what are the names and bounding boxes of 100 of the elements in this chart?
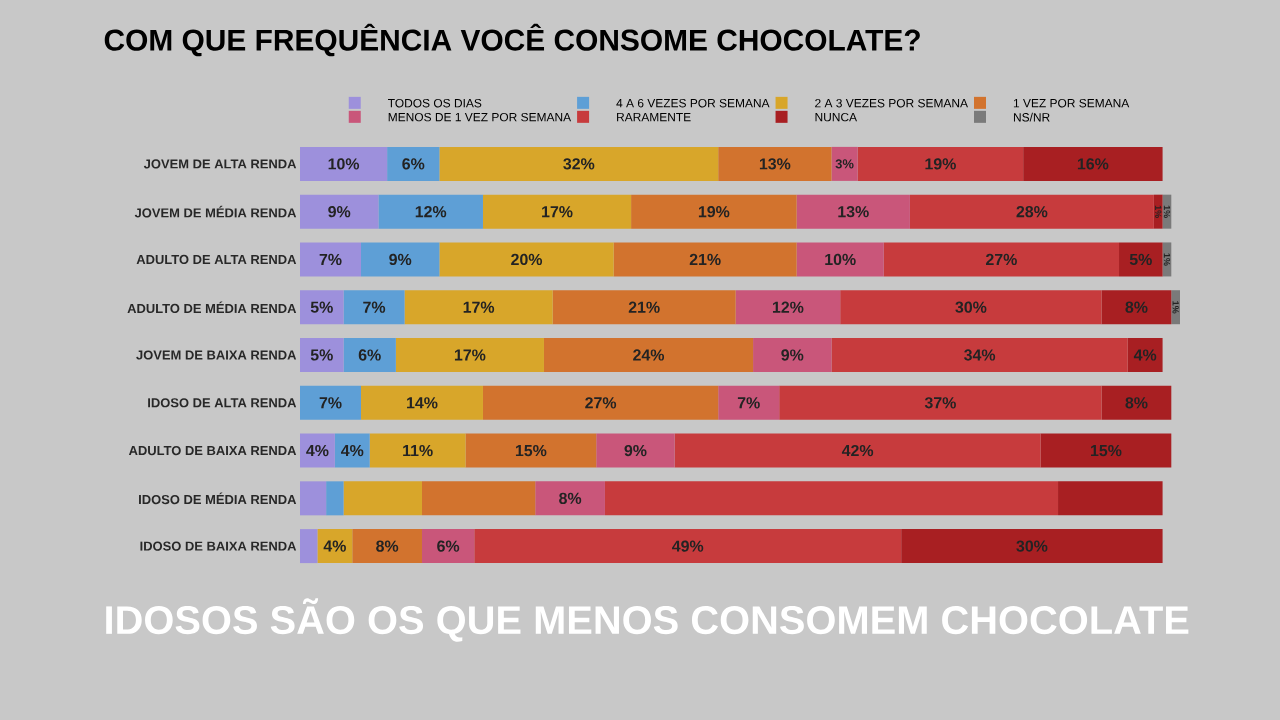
legend-label: TODOS OS DIAS: [388, 98, 482, 108]
bar: [631, 194, 797, 229]
data-label: 5%: [310, 349, 333, 361]
bar: [831, 338, 1128, 372]
bar: [857, 146, 1024, 181]
bar: [300, 385, 361, 420]
data-label: 19%: [925, 158, 956, 170]
data-label: 5%: [310, 301, 333, 313]
bar: [753, 338, 832, 372]
y-tick-label: ADULTO DE MÉDIA RENDA: [127, 301, 297, 314]
data-label: 17%: [463, 301, 495, 313]
legend-label: RARAMENTE: [617, 112, 691, 122]
bar: [378, 194, 483, 229]
bar: [718, 146, 832, 181]
data-label: 9%: [624, 444, 647, 457]
data-label: 37%: [924, 397, 956, 409]
bar: [482, 194, 632, 229]
bar: [796, 194, 910, 229]
data-label: 13%: [838, 206, 869, 218]
data-label: 19%: [698, 206, 730, 218]
bar: [300, 146, 388, 181]
bar: [352, 529, 422, 564]
chart-title: COM QUE FREQUÊNCIA VOCÊ CONSOME CHOCOLATE?: [104, 23, 920, 57]
data-label: 42%: [841, 444, 874, 457]
bar: [326, 481, 344, 516]
data-label: 4%: [306, 444, 329, 457]
bar: [1101, 290, 1172, 325]
data-label: 20%: [511, 253, 543, 266]
data-label: 24%: [633, 349, 665, 361]
bar: [796, 242, 884, 277]
data-label: 15%: [1091, 444, 1122, 457]
y-tick-label: ADULTO DE BAIXA RENDA: [128, 445, 297, 456]
data-label: 21%: [689, 253, 721, 266]
bar: [883, 242, 1120, 277]
bar: [901, 529, 1163, 564]
bar: [840, 290, 1102, 325]
data-label: 1%: [1163, 253, 1171, 266]
data-label: 12%: [415, 206, 447, 218]
data-label: 16%: [1077, 158, 1109, 170]
data-label: 34%: [964, 349, 996, 361]
bar: [735, 290, 841, 325]
bar: [300, 481, 327, 516]
bar: [1127, 338, 1163, 372]
legend-label: 4 A 6 VEZES POR SEMANA: [616, 98, 770, 108]
bar: [317, 529, 353, 564]
data-label: 6%: [437, 540, 460, 552]
y-tick-label: IDOSO DE ALTA RENDA: [148, 398, 297, 408]
data-label: 21%: [628, 301, 660, 313]
bar: [343, 338, 396, 372]
bar: [334, 433, 370, 468]
bar: [300, 529, 318, 564]
bar: [718, 385, 780, 420]
bar: [1101, 385, 1172, 420]
data-label: 9%: [328, 206, 351, 218]
bar: [543, 338, 754, 372]
legend-label: NS/NR: [1013, 112, 1050, 122]
data-label: 30%: [955, 301, 987, 313]
data-label: 13%: [759, 158, 791, 170]
y-tick-label: JOVEM DE BAIXA RENDA: [136, 350, 297, 360]
bar: [465, 433, 597, 468]
bar: [387, 146, 440, 181]
bar: [674, 433, 1041, 468]
bar: [552, 290, 736, 325]
bar: [1058, 481, 1163, 516]
data-label: 7%: [737, 397, 760, 409]
bar: [909, 194, 1154, 229]
data-label: 17%: [454, 349, 486, 361]
data-label: 10%: [825, 253, 856, 266]
y-tick-label: JOVEM DE MÉDIA RENDA: [134, 205, 297, 218]
data-label: 28%: [1016, 206, 1048, 218]
bar: [421, 481, 536, 516]
data-label: 8%: [376, 540, 399, 552]
bar: [300, 338, 344, 372]
legend-label: 1 VEZ POR SEMANA: [1013, 98, 1130, 108]
bar: [1040, 433, 1172, 468]
data-label: 30%: [1016, 540, 1048, 552]
data-label: 9%: [389, 253, 412, 266]
data-label: 8%: [1125, 397, 1148, 409]
legend-label: NUNCA: [815, 112, 858, 122]
bar: [779, 385, 1102, 420]
bar: [439, 242, 614, 277]
bar: [369, 433, 466, 468]
data-label: 15%: [515, 444, 547, 457]
bar: [421, 529, 475, 564]
data-label: 49%: [672, 540, 704, 552]
data-label: 1%: [1155, 205, 1162, 218]
bar: [604, 481, 1059, 516]
data-label: 6%: [402, 158, 425, 170]
data-label: 7%: [363, 301, 386, 313]
bar: [300, 242, 361, 277]
bar: [300, 194, 379, 229]
bar: [535, 481, 605, 516]
data-label: 4%: [341, 444, 364, 457]
bar: [596, 433, 675, 468]
y-tick-label: ADULTO DE ALTA RENDA: [136, 254, 297, 265]
legend-label: 2 A 3 VEZES POR SEMANA: [815, 98, 968, 108]
bar: [831, 146, 858, 181]
y-tick-label: JOVEM DE ALTA RENDA: [143, 159, 297, 169]
data-label: 17%: [542, 206, 573, 218]
data-label: 4%: [1133, 349, 1157, 361]
